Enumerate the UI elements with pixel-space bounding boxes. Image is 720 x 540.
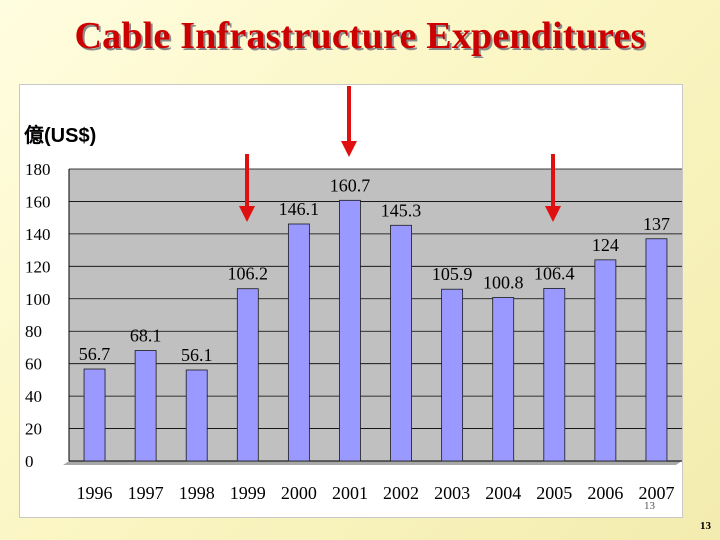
arrow-head bbox=[238, 206, 255, 222]
bar bbox=[492, 297, 515, 462]
bar bbox=[339, 199, 361, 462]
arrow-shaft bbox=[346, 86, 351, 143]
x-tick-label: 1998 bbox=[179, 483, 215, 503]
bar bbox=[236, 288, 259, 462]
bar-chart: 0 20 40 60 80 100 120 140 160 180 56.7 1996 68.1 1997… bbox=[25, 160, 682, 503]
slide-title: Cable Infrastructure Expenditures bbox=[74, 15, 646, 57]
y-tick-label: 60 bbox=[25, 355, 42, 374]
bar-value-label: 68.1 bbox=[130, 326, 162, 346]
y-axis-unit-label: 億(US$) bbox=[24, 125, 97, 147]
y-tick-label: 180 bbox=[25, 160, 51, 179]
bar bbox=[441, 288, 464, 462]
x-tick-label: 1997 bbox=[128, 483, 164, 503]
bar bbox=[185, 369, 208, 462]
x-tick-label: 1999 bbox=[230, 483, 266, 503]
plot-area bbox=[69, 169, 682, 461]
y-tick-label: 140 bbox=[25, 225, 51, 244]
bar-value-label: 105.9 bbox=[432, 264, 473, 284]
bar-value-label: 145.3 bbox=[381, 200, 422, 220]
highlight-arrow bbox=[238, 154, 255, 222]
bar-value-label: 106.4 bbox=[534, 263, 575, 283]
chart-frame: 億(US$) 0 20 40 60 80 100 120 140 160 180 56.7 1996 6… bbox=[19, 84, 683, 518]
y-tick-label: 20 bbox=[25, 420, 42, 439]
bar bbox=[390, 224, 412, 462]
bar-value-label: 160.7 bbox=[330, 175, 371, 195]
bar bbox=[594, 259, 617, 462]
x-tick-label: 2000 bbox=[281, 483, 317, 503]
x-tick-label: 2005 bbox=[536, 483, 572, 503]
bar bbox=[83, 368, 106, 462]
y-tick-label: 80 bbox=[25, 322, 42, 341]
bar bbox=[287, 223, 310, 462]
plot-floor bbox=[63, 461, 682, 465]
arrow-head bbox=[340, 141, 357, 157]
y-tick-label: 0 bbox=[25, 452, 34, 471]
inner-page-number: 13 bbox=[644, 500, 655, 512]
x-tick-label: 2007 bbox=[638, 483, 674, 503]
bar bbox=[645, 238, 668, 462]
x-tick-label: 2002 bbox=[383, 483, 419, 503]
arrow-shaft bbox=[551, 154, 556, 208]
y-tick-label: 160 bbox=[25, 192, 51, 211]
highlight-arrow bbox=[340, 86, 357, 157]
y-tick-label: 100 bbox=[25, 290, 51, 309]
bar-value-label: 56.1 bbox=[181, 345, 213, 365]
bar-value-label: 124 bbox=[592, 235, 619, 255]
x-tick-label: 1996 bbox=[77, 483, 113, 503]
bar-value-label: 106.2 bbox=[228, 264, 269, 284]
x-tick-label: 2004 bbox=[485, 483, 521, 503]
slide-number: 13 bbox=[700, 520, 711, 532]
bar-value-label: 146.1 bbox=[279, 199, 320, 219]
bar bbox=[134, 350, 157, 462]
arrow-head bbox=[545, 206, 562, 222]
bar-value-label: 56.7 bbox=[79, 344, 111, 364]
y-tick-label: 120 bbox=[25, 257, 51, 276]
highlight-arrow bbox=[545, 154, 562, 222]
bar-value-label: 100.8 bbox=[483, 272, 524, 292]
x-tick-label: 2001 bbox=[332, 483, 368, 503]
bar-value-label: 137 bbox=[643, 214, 670, 234]
y-tick-label: 40 bbox=[25, 387, 42, 406]
x-tick-label: 2006 bbox=[587, 483, 623, 503]
x-tick-label: 2003 bbox=[434, 483, 470, 503]
arrow-shaft bbox=[244, 154, 249, 208]
bar bbox=[543, 287, 566, 462]
